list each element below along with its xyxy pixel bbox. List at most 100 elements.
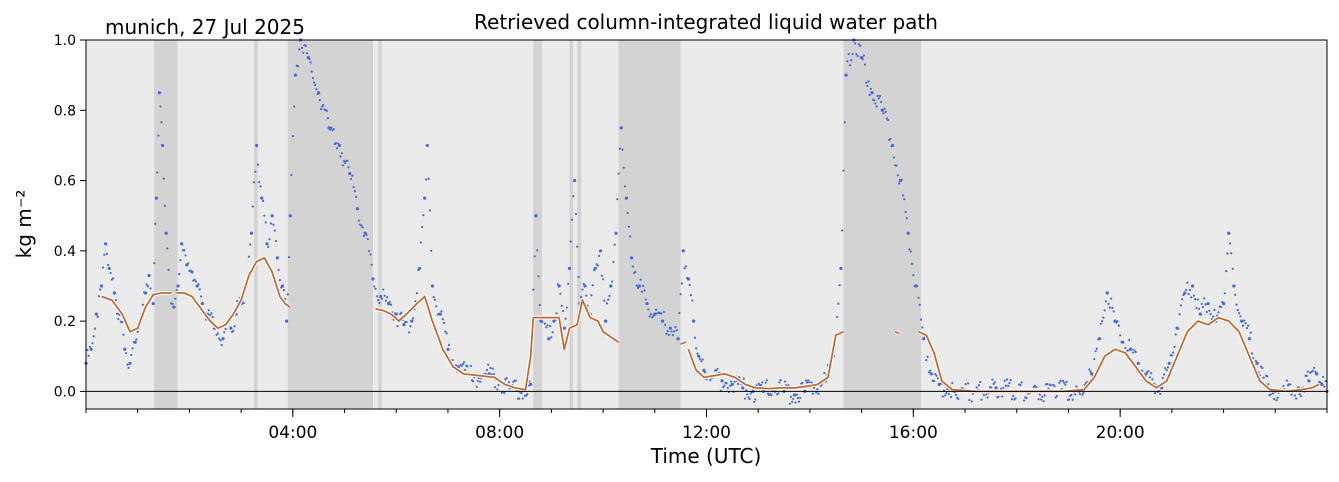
x-tick-label: 04:00 — [268, 423, 317, 443]
data-point — [1324, 379, 1327, 383]
data-point — [811, 392, 814, 395]
data-point — [835, 315, 839, 319]
data-point — [937, 382, 941, 386]
data-point — [875, 105, 878, 108]
data-point — [88, 345, 91, 348]
data-point — [172, 305, 176, 309]
data-point — [298, 48, 301, 51]
data-point — [950, 395, 953, 399]
data-point — [629, 256, 634, 260]
data-point — [1163, 373, 1166, 376]
data-point — [1010, 398, 1013, 401]
data-point — [215, 333, 218, 337]
data-point — [1019, 383, 1022, 387]
data-point — [621, 148, 624, 151]
data-point — [379, 294, 383, 299]
data-point — [1042, 400, 1045, 403]
data-point — [867, 80, 870, 83]
data-point — [743, 397, 747, 400]
data-point — [344, 161, 347, 165]
data-point — [451, 358, 454, 362]
data-point — [1167, 361, 1171, 365]
data-point — [1099, 322, 1102, 325]
data-point — [400, 311, 403, 314]
data-point — [377, 299, 380, 302]
data-point — [629, 235, 632, 238]
y-tick-label: 0.6 — [54, 174, 76, 190]
data-point — [770, 393, 773, 397]
data-point — [123, 347, 127, 351]
data-point — [1035, 386, 1038, 389]
data-point — [357, 219, 360, 222]
data-point — [115, 312, 119, 315]
data-point — [1323, 385, 1326, 388]
data-point — [859, 44, 862, 47]
data-point — [179, 259, 182, 262]
data-point — [647, 308, 650, 311]
data-point — [609, 284, 613, 288]
data-point — [242, 302, 245, 305]
data-point — [1147, 370, 1150, 373]
data-point — [1095, 347, 1098, 350]
data-point — [282, 289, 285, 292]
data-point — [1201, 305, 1204, 309]
data-point — [200, 301, 204, 306]
data-point — [1008, 381, 1011, 385]
data-point — [761, 381, 764, 384]
data-point — [645, 301, 649, 306]
y-tick-label: 0.8 — [54, 103, 76, 119]
y-tick-label: 1.0 — [54, 33, 76, 49]
data-point — [143, 291, 148, 295]
data-point — [702, 368, 706, 372]
data-point — [1299, 394, 1302, 398]
data-point — [180, 242, 184, 246]
data-point — [910, 262, 914, 265]
data-point — [1320, 382, 1324, 386]
data-point — [1262, 376, 1265, 379]
data-point — [293, 105, 296, 108]
data-point — [441, 317, 444, 321]
data-point — [1247, 324, 1250, 327]
data-point — [109, 271, 112, 275]
data-point — [430, 249, 433, 252]
data-point — [804, 379, 807, 382]
data-point — [745, 389, 748, 392]
data-point — [593, 266, 597, 271]
data-point — [190, 270, 194, 274]
data-point — [862, 54, 866, 57]
data-point — [265, 242, 269, 246]
data-point — [273, 229, 276, 232]
data-point — [537, 275, 540, 278]
data-point — [274, 239, 278, 243]
data-point — [1107, 302, 1110, 305]
data-point — [865, 81, 868, 84]
data-point — [664, 323, 667, 326]
data-point — [1230, 252, 1233, 255]
data-point — [866, 84, 869, 87]
data-point — [402, 323, 406, 327]
data-point — [1269, 393, 1272, 396]
data-point — [325, 109, 328, 112]
data-point — [462, 361, 466, 364]
data-point — [567, 266, 572, 271]
data-point — [704, 371, 707, 374]
data-point — [1183, 291, 1187, 295]
data-point — [688, 283, 691, 287]
data-point — [366, 237, 369, 241]
y-axis-ticks: 0.0 0.2 0.4 0.6 0.8 1.0 — [54, 33, 86, 400]
data-point — [278, 279, 282, 282]
data-point — [648, 315, 651, 318]
flag-interval — [577, 40, 582, 409]
data-point — [1090, 372, 1094, 376]
data-point — [670, 330, 673, 333]
data-point — [229, 326, 233, 330]
data-point — [896, 174, 899, 177]
data-point — [878, 94, 882, 98]
data-point — [617, 172, 620, 175]
data-point — [889, 137, 892, 141]
data-point — [749, 392, 752, 395]
x-tick-label: 12:00 — [682, 423, 731, 443]
data-point — [284, 297, 287, 301]
data-point — [178, 273, 181, 276]
